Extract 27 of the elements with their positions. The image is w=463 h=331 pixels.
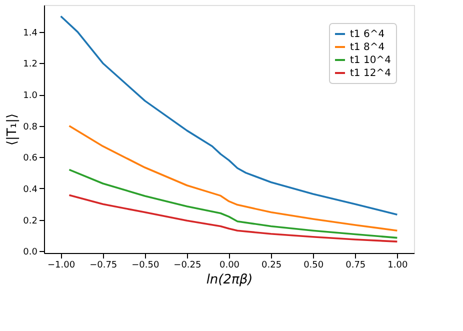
y-tick-label: 0.4 <box>23 184 38 195</box>
line-series <box>68 124 398 232</box>
x-axis-title: ln(2πβ) <box>206 272 253 288</box>
y-tick-label: 0.2 <box>23 216 38 226</box>
legend-label: t1 8^4 <box>350 42 385 53</box>
x-tick-label: 1.00 <box>388 260 408 270</box>
y-axis-title: ⟨|T₁|⟩ <box>5 113 20 146</box>
legend-label: t1 6^4 <box>350 29 385 40</box>
x-tick-label: 0.00 <box>219 260 240 270</box>
y-tick-label: 0.8 <box>23 122 38 132</box>
x-tick-label: 0.25 <box>262 260 282 270</box>
x-tick-label: −0.75 <box>90 260 118 270</box>
y-tick-label: 0.6 <box>23 154 38 164</box>
x-tick-label: 0.75 <box>346 260 366 270</box>
line-series <box>68 168 398 239</box>
y-tick-label: 1.4 <box>23 28 38 38</box>
y-tick-label: 1.2 <box>23 60 38 70</box>
y-tick-label: 1.0 <box>23 91 38 102</box>
legend-label: t1 10^4 <box>350 55 391 66</box>
line-series <box>68 194 398 242</box>
x-tick-label: −1.00 <box>48 260 76 270</box>
legend-label: t1 12^4 <box>350 68 391 79</box>
x-tick-label: 0.50 <box>304 260 324 270</box>
x-tick-label: −0.50 <box>132 260 160 270</box>
line-series <box>60 15 398 216</box>
y-tick-label: 0.0 <box>23 248 38 258</box>
x-tick-label: −0.25 <box>174 260 202 270</box>
